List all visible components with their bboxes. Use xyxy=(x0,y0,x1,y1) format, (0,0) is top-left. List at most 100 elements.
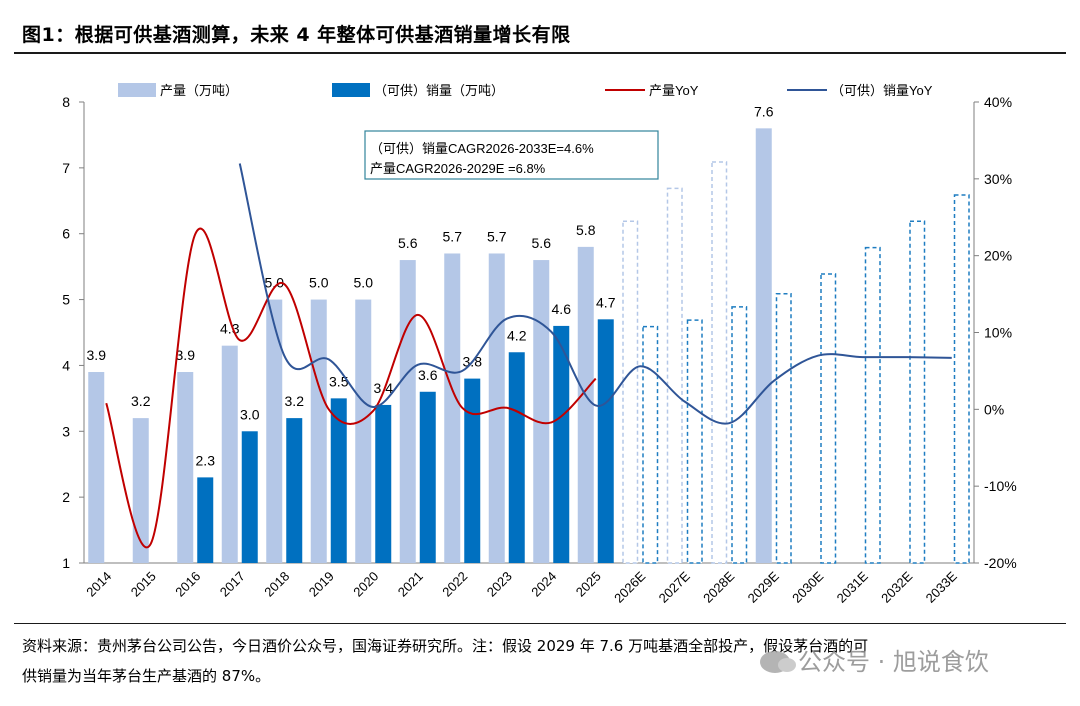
production-bar xyxy=(310,299,327,563)
production-yoy-line xyxy=(105,227,597,549)
sales-bar xyxy=(686,319,703,564)
left-axis-tick-label: 6 xyxy=(62,226,70,242)
production-bar xyxy=(399,260,416,563)
x-axis-tick-label: 2030E xyxy=(789,568,826,605)
x-axis-tick-label: 2031E xyxy=(834,568,871,605)
production-bar xyxy=(622,220,639,564)
legend-label-sales-yoy: （可供）销量YoY xyxy=(831,83,933,98)
sales-bar xyxy=(953,194,970,564)
production-bar xyxy=(266,299,283,563)
legend-label-production-yoy: 产量YoY xyxy=(649,83,699,98)
left-axis-tick-label: 5 xyxy=(62,292,70,308)
production-bar xyxy=(88,372,105,563)
production-bar xyxy=(533,260,550,563)
production-bar xyxy=(355,299,372,563)
x-axis-tick-label: 2026E xyxy=(611,568,648,605)
source-divider xyxy=(14,623,1066,624)
x-axis-tick-label: 2027E xyxy=(656,568,693,605)
source-note: 资料来源：贵州茅台公司公告，今日酒价公众号，国海证券研究所。注：假设 2029 … xyxy=(22,631,1052,691)
production-bar xyxy=(177,372,194,563)
chart: 1 2 3 4 5 6 7 8 -20% -10% 0% 10% 20% 30% 40% 2014 2015 20… xyxy=(62,83,1017,606)
sales-data-label: 3.4 xyxy=(374,380,394,396)
sales-data-label: 4.6 xyxy=(552,301,572,317)
production-bar xyxy=(711,161,728,564)
x-axis-tick-label: 2018 xyxy=(261,569,292,600)
sales-bar xyxy=(553,325,570,563)
production-data-label: 5.7 xyxy=(487,228,507,244)
sales-bar xyxy=(597,319,614,563)
sales-bar xyxy=(375,404,392,563)
production-bar xyxy=(444,253,461,563)
wechat-icon xyxy=(760,651,796,673)
sales-bar xyxy=(864,246,881,564)
legend-label-sales: （可供）销量（万吨） xyxy=(374,83,504,98)
right-axis-tick-label: 0% xyxy=(984,401,1004,417)
figure-title: 图1：根据可供基酒测算，未来 4 年整体可供基酒销量增长有限 xyxy=(22,24,571,46)
sales-bar xyxy=(775,292,792,564)
production-data-label: 5.0 xyxy=(354,275,374,291)
sales-yoy-line xyxy=(238,163,952,425)
production-data-label: 3.9 xyxy=(87,347,107,363)
sales-bar xyxy=(241,431,258,563)
sales-data-label: 3.5 xyxy=(329,373,349,389)
x-axis-tick-label: 2019 xyxy=(306,569,337,600)
right-axis-tick-label: 40% xyxy=(984,94,1012,110)
x-axis-tick-label: 2032E xyxy=(878,568,915,605)
sales-bar xyxy=(508,352,525,563)
x-axis-tick-label: 2014 xyxy=(83,569,114,600)
sales-bar xyxy=(464,378,481,563)
title-divider xyxy=(14,52,1066,54)
sales-data-label: 4.2 xyxy=(507,327,527,343)
sales-bar xyxy=(909,220,926,564)
source-line-1: 资料来源：贵州茅台公司公告，今日酒价公众号，国海证券研究所。注：假设 2029 … xyxy=(22,637,869,655)
x-axis-tick-label: 2029E xyxy=(745,568,782,605)
x-axis-tick-label: 2021 xyxy=(395,569,426,600)
source-line-2: 供销量为当年茅台生产基酒的 87%。 xyxy=(22,667,271,685)
sales-bar xyxy=(330,398,347,563)
cagr-annotation-box xyxy=(364,130,659,180)
left-axis-tick-label: 7 xyxy=(62,160,70,176)
watermark: 公众号 · 旭说食饮 xyxy=(760,642,989,677)
sales-data-label: 3.0 xyxy=(240,406,260,422)
sales-data-label: 4.7 xyxy=(596,294,616,310)
x-axis-tick-label: 2022 xyxy=(439,569,470,600)
sales-bar xyxy=(731,306,748,564)
production-data-label: 5.7 xyxy=(443,228,463,244)
x-axis-tick-label: 2024 xyxy=(528,569,559,600)
sales-bar xyxy=(419,391,436,563)
watermark-text: 公众号 · 旭说食饮 xyxy=(798,648,989,676)
sales-data-label: 3.6 xyxy=(418,367,438,383)
right-axis-tick-label: -10% xyxy=(984,478,1017,494)
right-axis-tick-label: 10% xyxy=(984,325,1012,341)
left-axis-tick-label: 8 xyxy=(62,94,70,110)
production-data-label: 5.8 xyxy=(576,222,596,238)
cagr-annotation-line-1: （可供）销量CAGR2026-2033E=4.6% xyxy=(370,141,594,156)
production-bar xyxy=(577,246,594,563)
cagr-annotation-line-2: 产量CAGR2026-2029E =6.8% xyxy=(370,161,546,176)
right-axis-tick-label: 20% xyxy=(984,248,1012,264)
production-data-label: 5.6 xyxy=(398,235,418,251)
production-data-label: 5.0 xyxy=(265,275,285,291)
production-data-label: 3.2 xyxy=(131,393,151,409)
production-data-label: 5.6 xyxy=(532,235,552,251)
production-bar xyxy=(221,345,238,563)
left-axis-tick-label: 3 xyxy=(62,423,70,439)
left-axis-tick-label: 2 xyxy=(62,489,70,505)
production-data-label: 3.9 xyxy=(176,347,196,363)
sales-data-label: 3.2 xyxy=(285,393,305,409)
x-axis-tick-label: 2028E xyxy=(700,568,737,605)
sales-bar xyxy=(197,477,214,563)
left-axis-tick-label: 4 xyxy=(62,357,70,373)
right-axis-tick-label: 30% xyxy=(984,171,1012,187)
sales-bar xyxy=(286,418,303,563)
x-axis-tick-label: 2020 xyxy=(350,569,381,600)
sales-bar xyxy=(642,325,659,564)
x-axis-tick-label: 2023 xyxy=(484,569,515,600)
production-bar xyxy=(132,418,149,563)
production-data-label: 7.6 xyxy=(754,103,774,119)
x-axis-tick-label: 2016 xyxy=(172,569,203,600)
x-axis-tick-label: 2025 xyxy=(573,569,604,600)
production-data-label: 5.0 xyxy=(309,275,329,291)
production-data-label: 4.3 xyxy=(220,321,240,337)
sales-bar xyxy=(820,273,837,564)
